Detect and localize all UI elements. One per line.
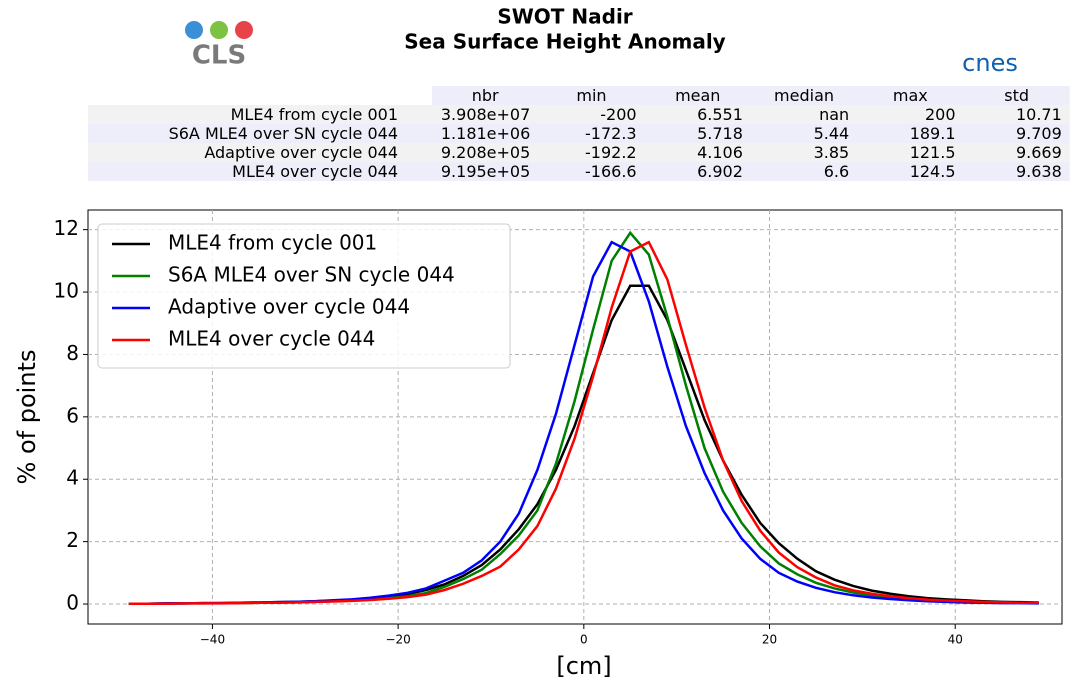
cell: 6.902 (697, 162, 743, 181)
logo-dot (210, 21, 228, 39)
logo-text: cnes (962, 49, 1018, 77)
series-line (128, 240, 1039, 605)
legend-box (97, 223, 511, 369)
legend-label: Adaptive over cycle 044 (168, 295, 410, 319)
cell: 124.5 (910, 162, 956, 181)
cell: 6.6 (824, 162, 849, 181)
cell: 9.669 (1016, 143, 1062, 162)
cell: 5.44 (814, 124, 850, 143)
row-bg (88, 105, 1070, 124)
cell: 10.71 (1016, 105, 1062, 124)
cell: 189.1 (910, 124, 956, 143)
cell: 5.718 (697, 124, 743, 143)
column-header: median (774, 86, 834, 105)
cell: 1.181e+06 (441, 124, 530, 143)
cell: 3.85 (814, 143, 850, 162)
column-header: mean (675, 86, 720, 105)
row-label: S6A MLE4 over SN cycle 044 (169, 124, 398, 143)
cell: nan (819, 105, 849, 124)
cell: -166.6 (585, 162, 637, 181)
x-axis-label: [cm] (556, 652, 611, 680)
cls-logo: CLS (185, 21, 253, 71)
y-tick-label: 0 (66, 591, 79, 615)
column-header: max (893, 86, 928, 105)
legend: MLE4 from cycle 001 S6A MLE4 over SN cycl… (97, 223, 511, 369)
legend-label: MLE4 over cycle 044 (168, 327, 375, 351)
logo-dot (185, 21, 203, 39)
column-header: std (1004, 86, 1029, 105)
title: SWOT Nadir (497, 5, 632, 29)
cell: -192.2 (585, 143, 637, 162)
y-axis-label: % of points (13, 350, 41, 485)
x-tick-label: 0 (580, 633, 588, 647)
stats-table: nbr min mean median max std MLE4 from cycle 00… (88, 86, 1070, 181)
cell: 3.908e+07 (441, 105, 530, 124)
subtitle: Sea Surface Height Anomaly (404, 30, 725, 54)
column-header: min (576, 86, 606, 105)
y-tick-label: 8 (66, 341, 79, 365)
cell: 4.106 (697, 143, 743, 162)
y-tick-label: 12 (54, 216, 79, 240)
y-tick-label: 10 (54, 279, 79, 303)
header-bg (432, 86, 1070, 105)
cell: -200 (600, 105, 636, 124)
row-label: Adaptive over cycle 044 (204, 143, 398, 162)
cell: 200 (925, 105, 956, 124)
y-tick-label: 2 (66, 528, 79, 552)
row-label: MLE4 from cycle 001 (231, 105, 398, 124)
cell: 9.638 (1016, 162, 1062, 181)
legend-label: MLE4 from cycle 001 (168, 231, 377, 255)
cnes-logo: cnes (962, 12, 1018, 77)
row-bg (88, 162, 1070, 181)
logo-text: CLS (192, 41, 246, 71)
plot: −40 −20 0 20 40 0 2 4 6 8 10 12 MLE4 from cycle 001 S… (54, 210, 1062, 647)
cell: -172.3 (585, 124, 637, 143)
row-label: MLE4 over cycle 044 (232, 162, 398, 181)
row-bg (88, 143, 1070, 162)
row-bg (88, 124, 1070, 143)
y-tick-label: 4 (66, 466, 79, 490)
cell: 9.195e+05 (441, 162, 530, 181)
y-tick-label: 6 (66, 403, 79, 427)
logo-shape (977, 12, 999, 40)
x-tick-label: 40 (948, 633, 963, 647)
logo-dot (235, 21, 253, 39)
cell: 6.551 (697, 105, 743, 124)
column-header: nbr (472, 86, 499, 105)
cell: 9.709 (1016, 124, 1062, 143)
x-tick-label: 20 (762, 633, 777, 647)
x-tick-label: −40 (200, 633, 225, 647)
cell: 9.208e+05 (441, 143, 530, 162)
legend-label: S6A MLE4 over SN cycle 044 (168, 263, 455, 287)
x-tick-label: −20 (385, 633, 410, 647)
cell: 121.5 (910, 143, 956, 162)
